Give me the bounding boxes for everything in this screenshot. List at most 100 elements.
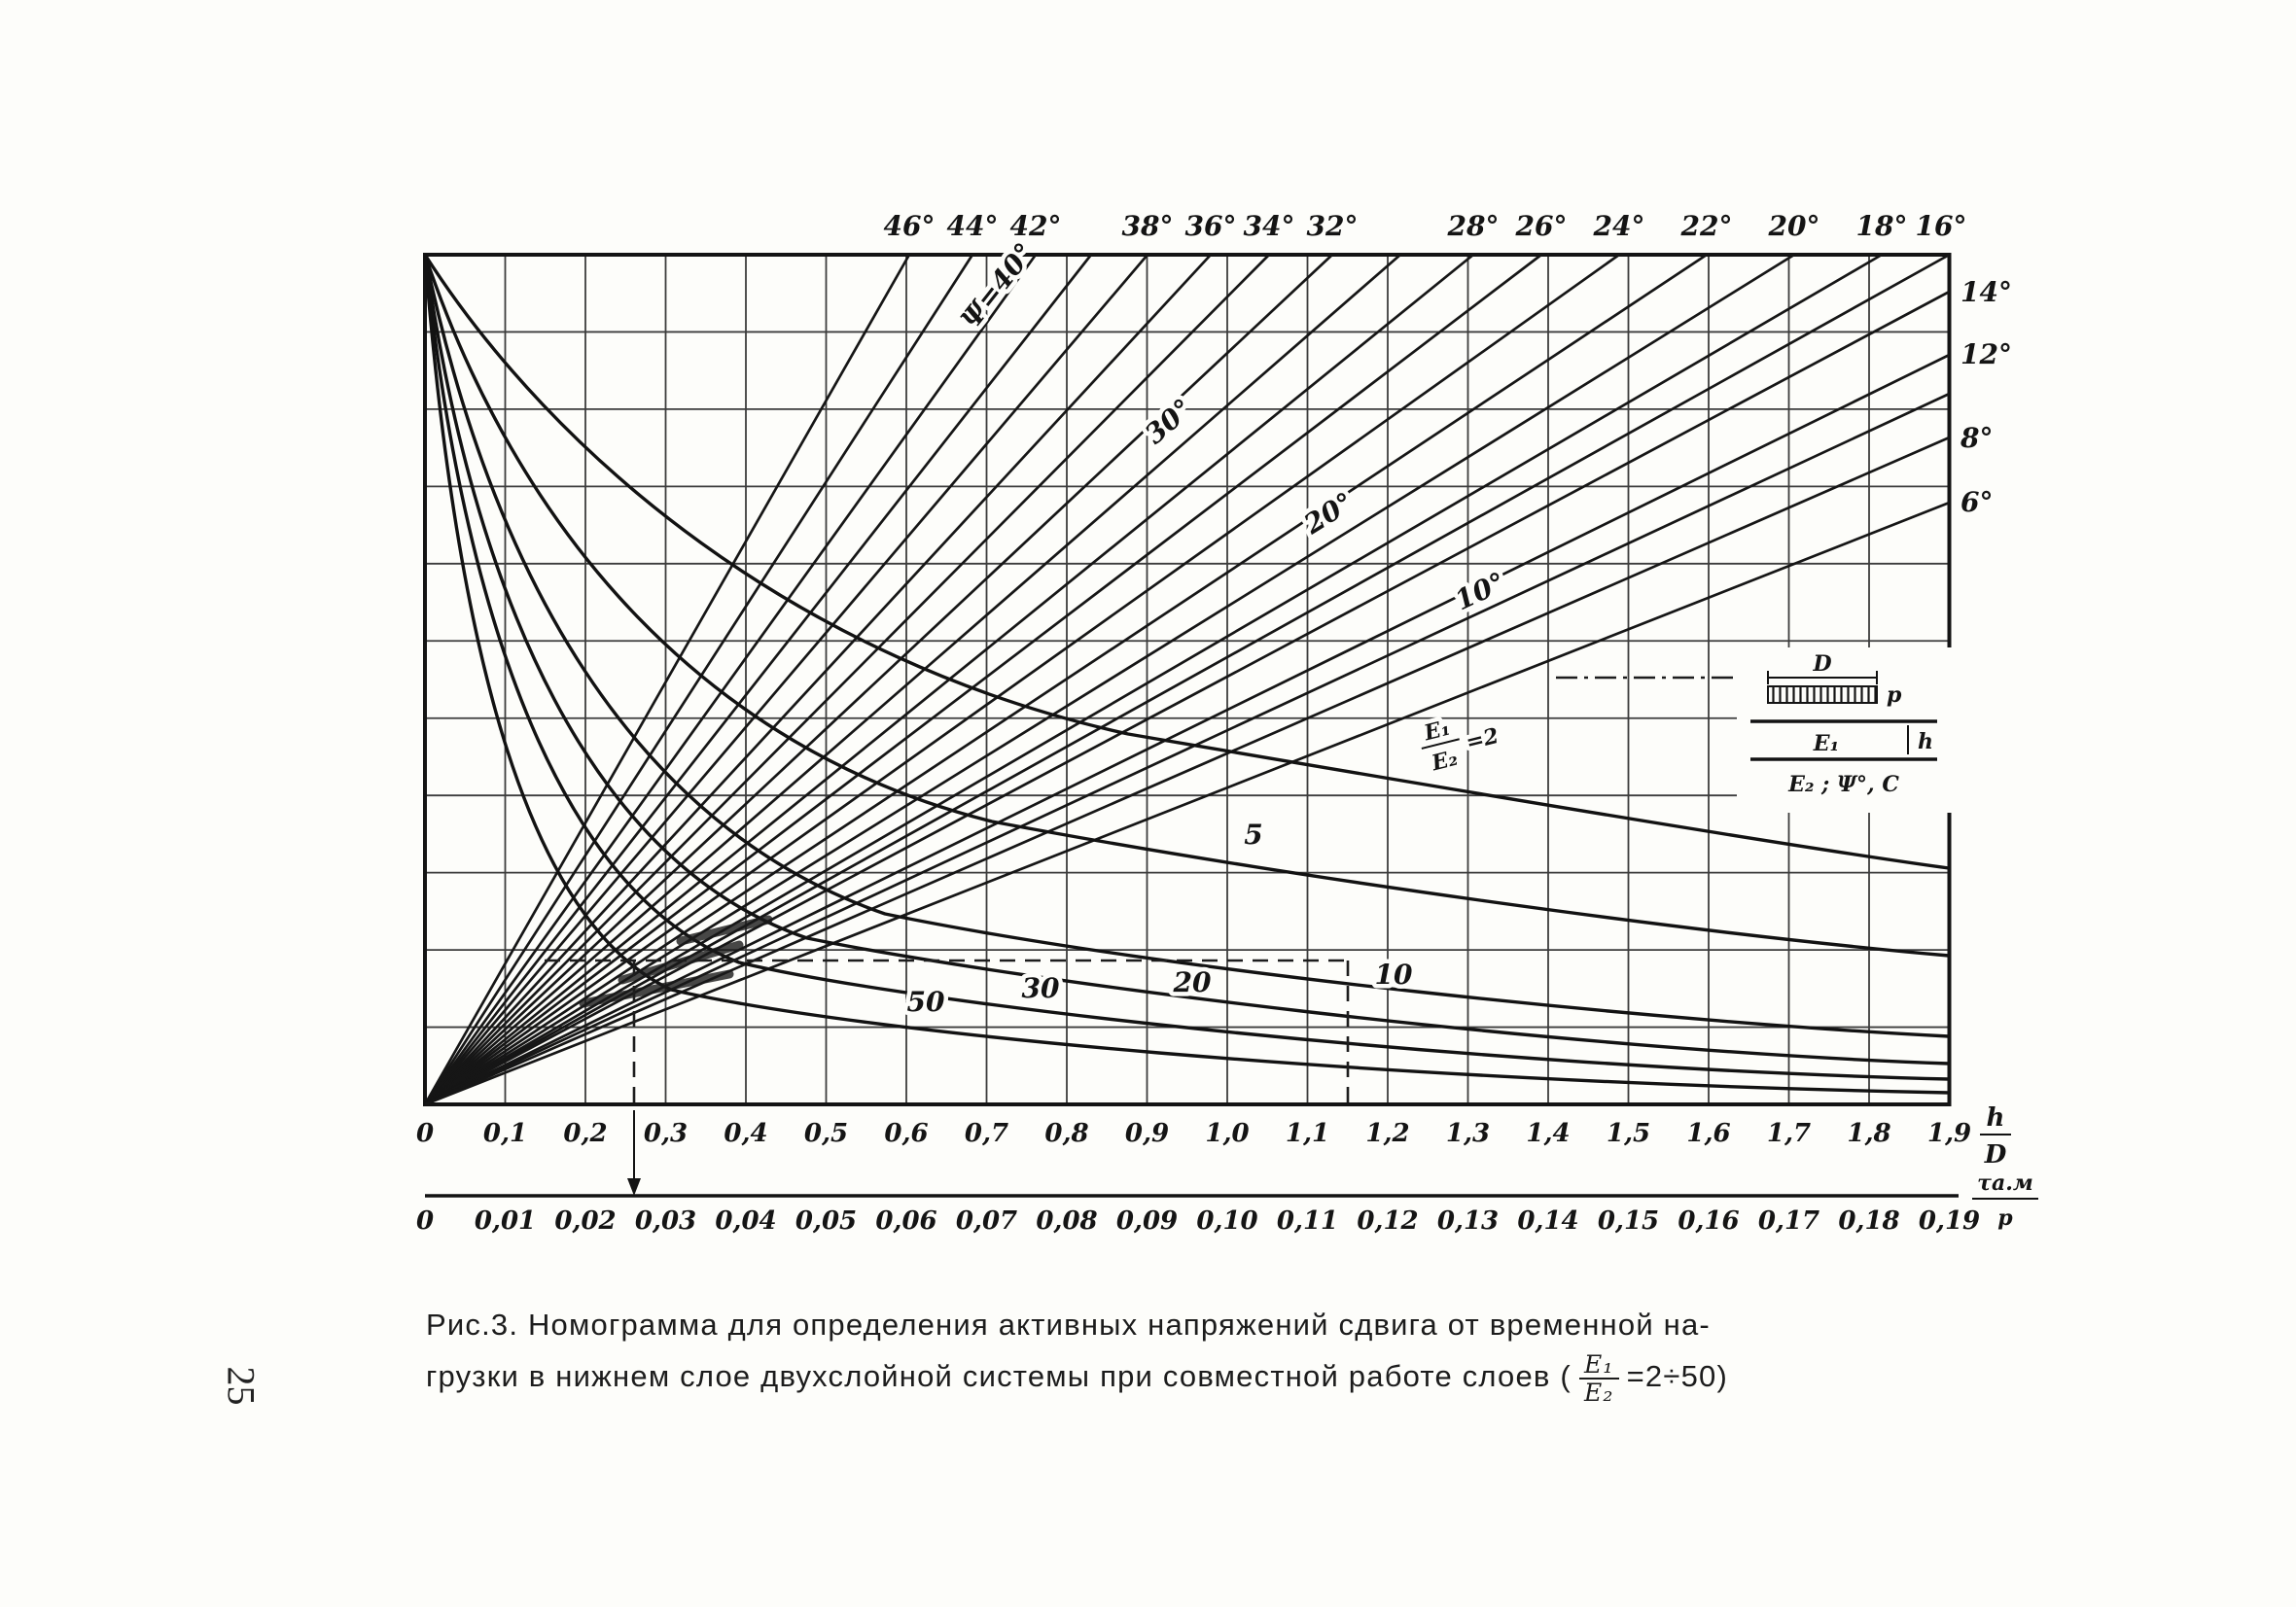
- psi-right-edge-label: 14°: [1960, 276, 2012, 308]
- x-axis-tick-label: 1,9: [1927, 1119, 1971, 1148]
- result-axis-tick-label: 0,18: [1838, 1206, 1899, 1236]
- x-axis-tick-label: 0,1: [483, 1119, 527, 1148]
- x-axis-tick-label: 1,6: [1686, 1119, 1730, 1148]
- psi-top-edge-label: 20°: [1768, 210, 1820, 242]
- psi-line: [423, 254, 911, 1105]
- x-axis-tick-label: 0: [416, 1119, 434, 1148]
- result-axis-unit-denominator: p: [1997, 1205, 2013, 1231]
- result-axis-unit-numerator: τа.м: [1977, 1170, 2033, 1196]
- caption-line-2-suffix: =2÷50): [1626, 1359, 1728, 1394]
- caption-fraction: E₁ E₂: [1578, 1351, 1619, 1408]
- psi-top-edge-label: 38°: [1122, 210, 1174, 242]
- e-ratio-label-10: 10: [1375, 959, 1413, 991]
- x-axis-tick-label: 1,1: [1286, 1119, 1329, 1148]
- result-axis-tick-label: 0,11: [1277, 1206, 1338, 1236]
- x-axis-tick-label: 1,0: [1205, 1119, 1249, 1148]
- x-axis-tick-label: 0,8: [1044, 1119, 1088, 1148]
- psi-top-edge-label: 22°: [1680, 210, 1733, 242]
- psi-top-edge-label: 36°: [1185, 210, 1237, 242]
- result-axis-tick-label: 0,17: [1758, 1206, 1819, 1236]
- e2-label-value: =2: [1464, 723, 1501, 755]
- e-ratio-curve-2: [423, 254, 1950, 870]
- result-axis-tick-label: 0,15: [1598, 1206, 1659, 1236]
- result-axis-tick-label: 0,05: [795, 1206, 857, 1236]
- result-axis-tick-label: 0,09: [1116, 1206, 1178, 1236]
- result-axis-tick-label: 0,10: [1196, 1206, 1257, 1236]
- e2-label-denominator: E₂: [1429, 746, 1461, 777]
- psi-top-edge-label: 28°: [1447, 210, 1500, 242]
- psi-top-edge-label: 16°: [1916, 210, 1967, 242]
- psi-line: [424, 501, 1950, 1106]
- inset-pressure-label: p: [1887, 682, 1902, 708]
- e-ratio-curve-20: [423, 254, 1950, 1066]
- x-axis-unit-numerator: h: [1987, 1103, 2005, 1133]
- load-strip: [1767, 685, 1878, 704]
- x-axis-tick-label: 0,2: [563, 1119, 607, 1148]
- psi-line: [424, 254, 1212, 1105]
- caption-line-2: грузки в нижнем слое двухслойной системы…: [426, 1350, 2001, 1408]
- x-axis-tick-label: 0,7: [965, 1119, 1008, 1148]
- psi-top-edge-label: 32°: [1307, 210, 1359, 242]
- fraction-bar: [1421, 738, 1460, 750]
- example-reading-lines: [545, 959, 1350, 1196]
- psi-right-edge-label: 8°: [1960, 422, 1993, 454]
- psi-top-edge-label: 34°: [1244, 210, 1295, 242]
- psi-line: [424, 253, 1542, 1106]
- result-axis-tick-label: 0,07: [956, 1206, 1017, 1236]
- psi-inline-label-40: Ψ=40°: [955, 237, 1042, 335]
- x-axis-tick-label: 1,4: [1526, 1119, 1570, 1148]
- psi-top-edge-label: 18°: [1856, 210, 1908, 242]
- x-axis-tick-label: 0,4: [724, 1119, 767, 1148]
- psi-line: [424, 253, 1708, 1106]
- result-axis-tick-label: 0,14: [1517, 1206, 1578, 1236]
- x-axis-unit: h D: [1980, 1103, 2011, 1170]
- result-axis-tick-label: 0,04: [715, 1206, 776, 1236]
- inset-diagram: D p E₁ h E₂ ; Ψ°, C: [1737, 647, 1955, 813]
- psi-line: [423, 254, 974, 1105]
- x-axis-tick-label: 0,5: [804, 1119, 848, 1148]
- x-axis-tick-label: 1,8: [1847, 1119, 1890, 1148]
- x-axis-tick-label: 1,3: [1446, 1119, 1490, 1148]
- e-ratio-label-20: 20: [1173, 966, 1212, 998]
- pencil-mark: [618, 940, 744, 985]
- psi-line: [423, 254, 1149, 1105]
- psi-line: [424, 254, 1270, 1105]
- inset-load-width-label: D: [1812, 651, 1831, 677]
- caption-fraction-denominator: E₂: [1583, 1379, 1614, 1408]
- e-ratio-label-2: E₁ E₂ =2: [1416, 711, 1505, 781]
- psi-inline-label-10: 10°: [1450, 566, 1510, 616]
- figure-caption: Рис.3. Номограмма для определения активн…: [426, 1299, 2001, 1407]
- pencil-marks: [579, 915, 773, 1008]
- psi-top-edge-label: 26°: [1515, 210, 1568, 242]
- x-axis-tick-label: 0,6: [884, 1119, 928, 1148]
- psi-top-edge-label: 24°: [1593, 210, 1645, 242]
- psi-right-edge-label: 12°: [1960, 338, 2012, 370]
- pencil-mark: [579, 969, 734, 1008]
- result-axis-tick-label: 0,19: [1919, 1206, 1980, 1236]
- caption-line-1: Рис.3. Номограмма для определения активн…: [426, 1308, 1711, 1342]
- psi-top-edge-label: 44°: [947, 210, 999, 242]
- psi-line: [424, 290, 1951, 1106]
- inset-lower-layer-label: E₂ ; Ψ°, C: [1787, 772, 1899, 797]
- e-ratio-label-5: 5: [1244, 819, 1262, 851]
- result-axis-tick-label: 0,02: [554, 1206, 616, 1236]
- psi-line: [424, 254, 1333, 1105]
- caption-fraction-numerator: E₁: [1578, 1351, 1619, 1380]
- x-axis-tick-label: 0,9: [1125, 1119, 1169, 1148]
- example-pointer-arrowhead: [627, 1178, 641, 1196]
- result-axis-tick-label: 0,06: [875, 1206, 936, 1236]
- psi-line: [424, 436, 1951, 1106]
- x-axis-tick-label: 1,7: [1767, 1119, 1811, 1148]
- psi-line: [424, 253, 1795, 1106]
- x-axis-tick-label: 1,2: [1365, 1119, 1409, 1148]
- inset-upper-layer-label: E₁: [1813, 731, 1839, 756]
- inset-thickness-label: h: [1918, 729, 1933, 754]
- result-axis-tick-label: 0,08: [1036, 1206, 1097, 1236]
- x-axis-unit-denominator: D: [1984, 1140, 2007, 1170]
- e-ratio-label-50: 50: [907, 986, 945, 1018]
- psi-fan-lines: 46° 44° 42° 38° 36° 34° 32° 28° 26° 24° 22° 20° 18° 1…: [423, 210, 2012, 1106]
- e-ratio-curve-10: [423, 254, 1950, 1038]
- psi-line: [423, 254, 1093, 1105]
- inset-background: [1737, 647, 1955, 813]
